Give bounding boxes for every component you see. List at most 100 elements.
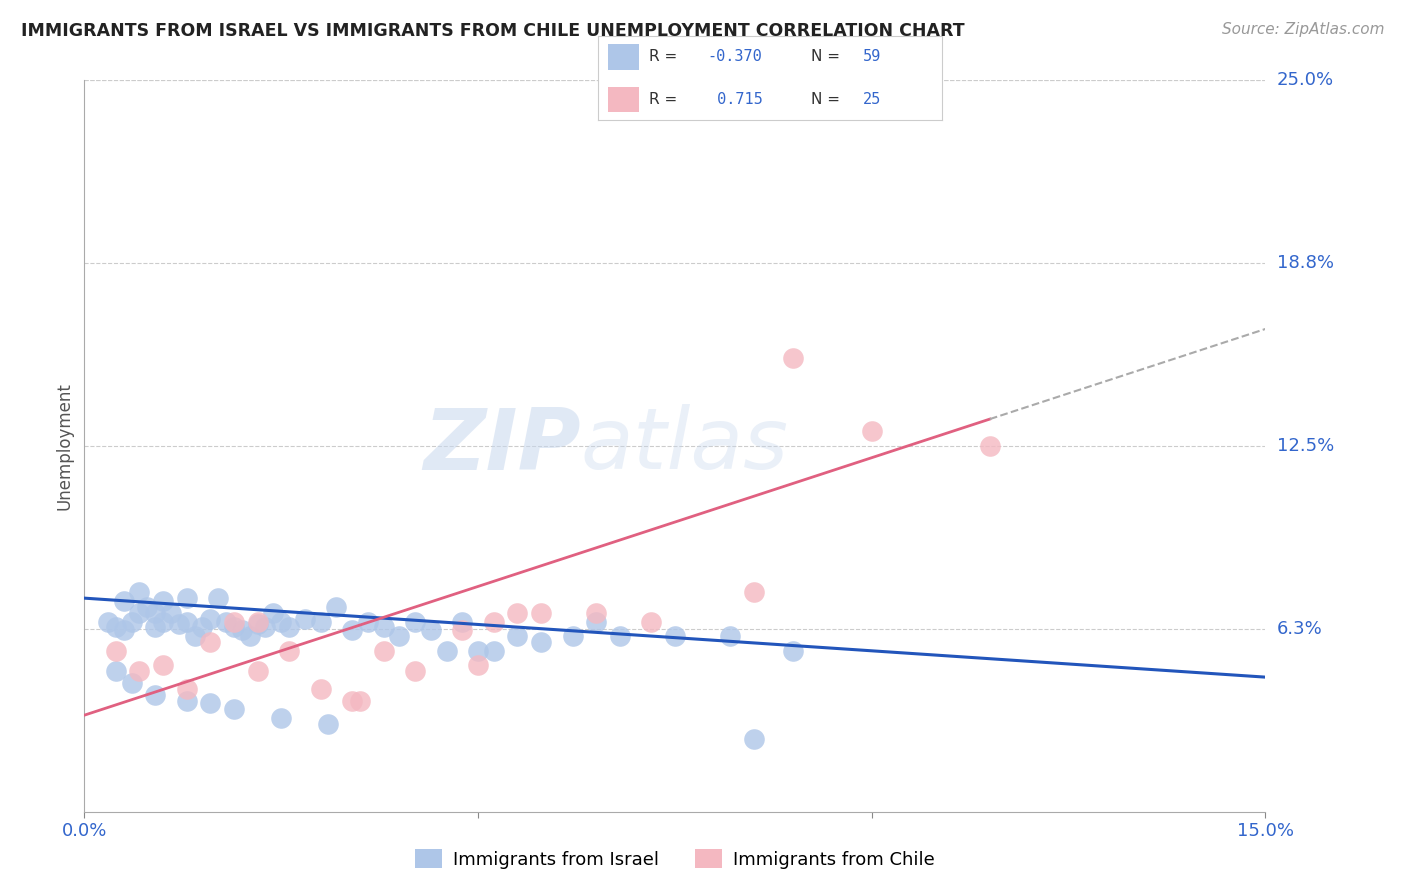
Text: 6.3%: 6.3%: [1277, 620, 1322, 638]
Text: -0.370: -0.370: [707, 49, 762, 64]
Point: [860, 425, 883, 439]
Point: [506, 629, 529, 643]
Point: [112, 594, 135, 608]
Point: [176, 591, 198, 606]
Point: [979, 439, 1001, 453]
Point: [278, 620, 301, 634]
Point: [121, 615, 143, 629]
Text: 0.715: 0.715: [707, 92, 762, 107]
Point: [152, 658, 174, 673]
Point: [104, 644, 127, 658]
Point: [609, 629, 631, 643]
Point: [404, 665, 426, 679]
Point: [121, 676, 143, 690]
Text: N =: N =: [811, 49, 841, 64]
Text: Source: ZipAtlas.com: Source: ZipAtlas.com: [1222, 22, 1385, 37]
Point: [200, 612, 222, 626]
Point: [340, 624, 363, 638]
Point: [782, 351, 804, 366]
Point: [254, 620, 277, 634]
Point: [482, 615, 505, 629]
Point: [231, 624, 253, 638]
Text: 25.0%: 25.0%: [1277, 71, 1334, 89]
Point: [176, 681, 198, 696]
Point: [222, 615, 245, 629]
Point: [128, 606, 150, 620]
Point: [183, 629, 205, 643]
Point: [373, 644, 395, 658]
Y-axis label: Unemployment: Unemployment: [55, 382, 73, 510]
Text: R =: R =: [650, 92, 678, 107]
Point: [222, 620, 245, 634]
Point: [664, 629, 686, 643]
Point: [718, 629, 741, 643]
Point: [309, 681, 332, 696]
Point: [176, 615, 198, 629]
Point: [160, 606, 183, 620]
Text: IMMIGRANTS FROM ISRAEL VS IMMIGRANTS FROM CHILE UNEMPLOYMENT CORRELATION CHART: IMMIGRANTS FROM ISRAEL VS IMMIGRANTS FRO…: [21, 22, 965, 40]
Text: 12.5%: 12.5%: [1277, 437, 1334, 455]
Point: [270, 711, 292, 725]
Point: [585, 606, 607, 620]
Point: [640, 615, 662, 629]
Point: [585, 615, 607, 629]
Point: [451, 615, 474, 629]
Point: [262, 606, 284, 620]
Point: [436, 644, 458, 658]
Point: [152, 594, 174, 608]
Point: [143, 606, 166, 620]
Point: [200, 635, 222, 649]
Point: [373, 620, 395, 634]
Point: [246, 665, 269, 679]
Point: [309, 615, 332, 629]
Point: [215, 615, 238, 629]
Point: [467, 644, 489, 658]
Point: [176, 693, 198, 707]
Point: [340, 693, 363, 707]
Point: [97, 615, 120, 629]
Point: [222, 702, 245, 716]
Text: 59: 59: [863, 49, 882, 64]
FancyBboxPatch shape: [607, 45, 638, 70]
Point: [104, 665, 127, 679]
Point: [239, 629, 262, 643]
Point: [294, 612, 316, 626]
Text: 25: 25: [863, 92, 882, 107]
Point: [451, 624, 474, 638]
FancyBboxPatch shape: [607, 87, 638, 112]
Point: [143, 620, 166, 634]
Text: ZIP: ZIP: [423, 404, 581, 488]
Point: [143, 688, 166, 702]
Text: atlas: atlas: [581, 404, 789, 488]
Point: [318, 717, 340, 731]
Point: [467, 658, 489, 673]
Point: [112, 624, 135, 638]
Point: [530, 635, 553, 649]
Point: [506, 606, 529, 620]
Point: [278, 644, 301, 658]
Point: [742, 585, 765, 599]
Text: 18.8%: 18.8%: [1277, 254, 1333, 272]
Point: [191, 620, 214, 634]
Point: [357, 615, 380, 629]
Point: [349, 693, 371, 707]
Point: [561, 629, 583, 643]
Point: [200, 697, 222, 711]
Point: [167, 617, 190, 632]
Point: [388, 629, 411, 643]
Point: [136, 599, 159, 614]
Point: [128, 585, 150, 599]
Point: [152, 615, 174, 629]
Point: [742, 731, 765, 746]
Text: R =: R =: [650, 49, 678, 64]
Text: N =: N =: [811, 92, 841, 107]
Point: [419, 624, 441, 638]
Point: [530, 606, 553, 620]
Point: [128, 665, 150, 679]
Point: [246, 615, 269, 629]
Point: [270, 615, 292, 629]
Point: [325, 599, 347, 614]
Point: [404, 615, 426, 629]
Legend: Immigrants from Israel, Immigrants from Chile: Immigrants from Israel, Immigrants from …: [408, 842, 942, 876]
Point: [482, 644, 505, 658]
